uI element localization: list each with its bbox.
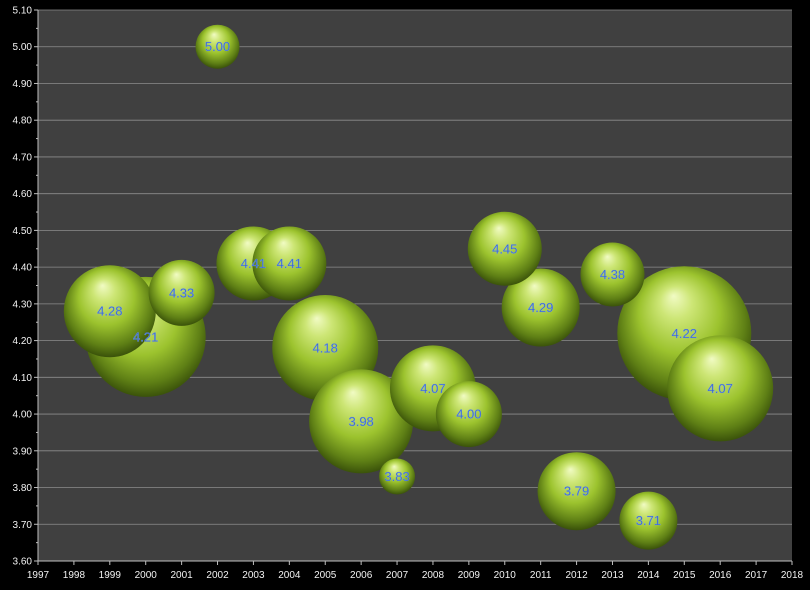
data-label-2015: 4.22 — [672, 326, 697, 341]
data-label-2006: 3.98 — [348, 414, 373, 429]
y-tick-label: 4.10 — [13, 373, 33, 384]
data-label-2009: 4.00 — [456, 407, 481, 422]
y-tick-label: 4.80 — [13, 116, 33, 127]
x-tick-label: 2012 — [565, 570, 588, 581]
y-tick-label: 3.90 — [13, 446, 33, 457]
bubble-2012[interactable] — [537, 452, 616, 531]
bubble-2016[interactable] — [667, 335, 774, 442]
data-label-2010: 4.45 — [492, 241, 517, 256]
y-tick-label: 4.50 — [13, 226, 33, 237]
x-tick-label: 2008 — [422, 570, 445, 581]
x-tick-label: 2013 — [601, 570, 624, 581]
y-tick-label: 4.40 — [13, 263, 33, 274]
y-tick-label: 4.20 — [13, 336, 33, 347]
bubbles — [63, 24, 774, 550]
data-label-2005: 4.18 — [313, 340, 338, 355]
x-tick-label: 2001 — [170, 570, 193, 581]
data-labels: 4.28 4.21 4.33 5.00 4.41 4.41 4.18 3.98 3.83 4.07… — [97, 39, 733, 528]
data-label-2016: 4.07 — [708, 381, 733, 396]
x-tick-label: 1998 — [63, 570, 86, 581]
data-label-2012: 3.79 — [564, 484, 589, 499]
x-tick-label: 2003 — [242, 570, 265, 581]
data-label-1999: 4.28 — [97, 304, 122, 319]
y-tick-labels: 3.60 3.70 3.80 3.90 4.00 4.10 4.20 4.30 4.40 4.50… — [13, 6, 33, 568]
x-tick-labels: 1997 1998 1999 2000 2001 2002 2003 2004 2005 2006… — [27, 570, 804, 581]
axes — [34, 9, 793, 565]
bubble-2009[interactable] — [435, 381, 502, 448]
x-tick-label: 2000 — [135, 570, 158, 581]
data-label-2007: 3.83 — [384, 469, 409, 484]
x-tick-label: 2011 — [530, 570, 552, 581]
y-tick-label: 3.80 — [13, 483, 33, 494]
x-tick-label: 2010 — [494, 570, 517, 581]
x-tick-label: 2014 — [637, 570, 660, 581]
y-tick-label: 4.90 — [13, 79, 33, 90]
x-tick-label: 2004 — [278, 570, 301, 581]
y-tick-label: 3.70 — [13, 520, 33, 531]
data-label-2001: 4.33 — [169, 285, 194, 300]
bubble-2006[interactable] — [309, 369, 414, 474]
data-label-2004: 4.41 — [277, 256, 302, 271]
data-label-2003: 4.41 — [241, 256, 266, 271]
x-tick-label: 2006 — [350, 570, 373, 581]
y-tick-label: 3.60 — [13, 557, 33, 568]
bubble-2011[interactable] — [501, 268, 580, 347]
bubble-2004[interactable] — [252, 226, 327, 301]
data-label-2008: 4.07 — [420, 381, 445, 396]
bubble-2010[interactable] — [467, 211, 542, 286]
data-label-2000: 4.21 — [133, 329, 158, 344]
y-tick-label: 4.60 — [13, 189, 33, 200]
bubble-1999[interactable] — [63, 265, 156, 358]
x-tick-label: 1999 — [99, 570, 122, 581]
x-tick-label: 2017 — [745, 570, 768, 581]
y-tick-label: 5.10 — [13, 6, 33, 17]
x-tick-label: 1997 — [27, 570, 50, 581]
data-label-2011: 4.29 — [528, 300, 553, 315]
x-tick-label: 2002 — [206, 570, 229, 581]
bubble-2014[interactable] — [619, 491, 678, 550]
y-tick-label: 4.70 — [13, 152, 33, 163]
x-tick-label: 2005 — [314, 570, 337, 581]
bubble-2007[interactable] — [379, 458, 416, 495]
bubble-2001[interactable] — [148, 259, 215, 326]
y-tick-label: 5.00 — [13, 42, 33, 53]
data-label-2014: 3.71 — [636, 513, 661, 528]
x-tick-label: 2007 — [386, 570, 409, 581]
x-tick-label: 2018 — [781, 570, 804, 581]
data-label-2013: 4.38 — [600, 267, 625, 282]
x-tick-label: 2016 — [709, 570, 732, 581]
data-label-2002: 5.00 — [205, 39, 230, 54]
y-tick-label: 4.30 — [13, 299, 33, 310]
x-tick-label: 2015 — [673, 570, 696, 581]
x-tick-label: 2009 — [458, 570, 481, 581]
bubble-2013[interactable] — [580, 242, 645, 307]
bubble-2002[interactable] — [195, 24, 240, 69]
y-tick-label: 4.00 — [13, 410, 33, 421]
